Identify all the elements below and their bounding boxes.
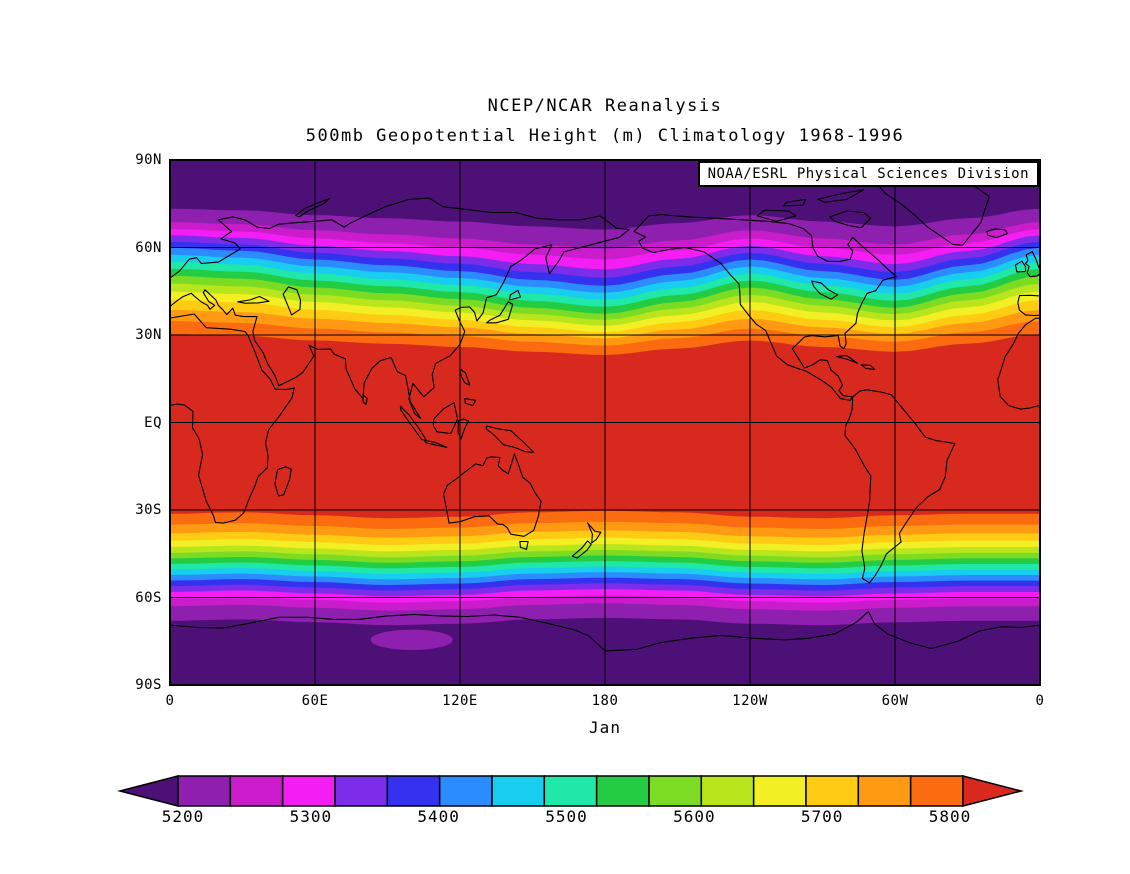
map-border	[169, 159, 1041, 686]
lat-tick-label: 90N	[135, 152, 162, 168]
colorbar-segment	[595, 775, 650, 807]
colorbar-segment	[281, 775, 336, 807]
lat-tick-label: 60N	[135, 239, 162, 256]
colorbar-below-arrow	[117, 775, 179, 807]
lat-tick-label: 60S	[135, 589, 162, 606]
colorbar-segment	[857, 775, 912, 807]
lon-tick-label: 60E	[301, 693, 329, 709]
lat-tick-label: EQ	[144, 414, 162, 431]
colorbar-segment	[438, 775, 493, 807]
colorbar-tick-label: 5400	[417, 807, 460, 826]
colorbar-segment	[805, 775, 860, 807]
colorbar-segment	[543, 775, 598, 807]
colorbar-above-arrow	[962, 775, 1024, 807]
colorbar-segment	[177, 775, 232, 807]
plot-title: NCEP/NCAR Reanalysis	[487, 96, 723, 116]
colorbar	[117, 775, 1024, 807]
colorbar-segment	[491, 775, 546, 807]
colorbar-segment	[334, 775, 389, 807]
lon-tick-label: 120W	[732, 693, 768, 709]
colorbar-segment	[648, 775, 703, 807]
colorbar-tick-label: 5800	[928, 807, 972, 826]
colorbar-segment	[386, 775, 441, 807]
lon-tick-label: 180	[591, 693, 619, 709]
lon-tick-label: 120E	[442, 693, 478, 709]
colorbar-tick-label: 5600	[673, 807, 716, 826]
plot-subtitle: 500mb Geopotential Height (m) Climatolog…	[305, 126, 905, 146]
colorbar-tick-label: 5500	[545, 807, 588, 826]
credit-text: NOAA/ESRL Physical Sciences Division	[707, 166, 1029, 182]
grid-lines	[170, 160, 1040, 685]
coastlines	[170, 178, 1040, 685]
lon-tick-label: 0	[165, 693, 175, 709]
lon-tick-label: 60W	[881, 693, 909, 709]
lat-tick-label: 90S	[135, 677, 162, 693]
lat-tick-label: 30S	[135, 502, 162, 518]
credit-box: NOAA/ESRL Physical Sciences Division	[697, 161, 1039, 187]
lat-tick-label: 30N	[135, 327, 162, 343]
lon-tick-label: 0	[1035, 693, 1045, 709]
month-label: Jan	[589, 718, 621, 737]
colorbar-tick-label: 5200	[161, 807, 205, 826]
colorbar-segment	[909, 775, 964, 807]
colorbar-segment	[229, 775, 284, 807]
colorbar-tick-label: 5300	[289, 807, 333, 826]
colorbar-segment	[752, 775, 807, 807]
colorbar-segment	[700, 775, 755, 807]
colorbar-tick-label: 5700	[800, 807, 844, 826]
